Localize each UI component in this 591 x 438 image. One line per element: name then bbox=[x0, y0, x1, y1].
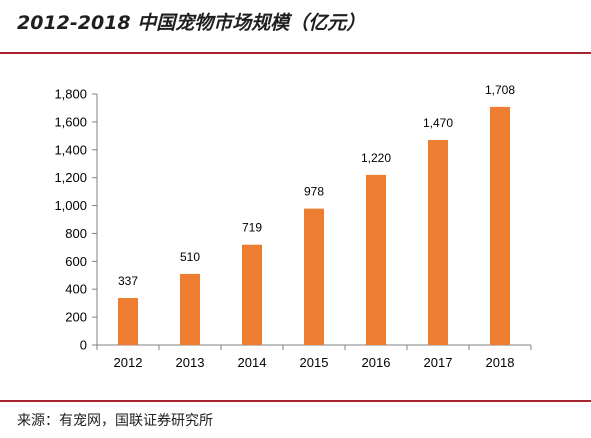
x-tick-label: 2013 bbox=[176, 355, 205, 370]
source-note: 来源：有宠网，国联证券研究所 bbox=[17, 413, 213, 429]
data-label-2016: 1,220 bbox=[361, 151, 391, 165]
data-label-2012: 337 bbox=[118, 274, 138, 288]
y-tick-label: 800 bbox=[65, 226, 87, 241]
title-divider bbox=[0, 52, 591, 54]
y-tick-label: 1,800 bbox=[54, 87, 87, 102]
x-tick-label: 2017 bbox=[424, 355, 453, 370]
bar-2017 bbox=[428, 140, 448, 345]
data-label-2017: 1,470 bbox=[423, 116, 453, 130]
data-label-2014: 719 bbox=[242, 221, 262, 235]
x-tick-label: 2014 bbox=[238, 355, 267, 370]
y-tick-label: 200 bbox=[65, 310, 87, 325]
x-axis: 2012 2013 2014 2015 2016 2017 2018 bbox=[96, 344, 532, 370]
data-label-2018: 1,708 bbox=[485, 83, 515, 97]
bar-chart: 0 200 400 600 800 1,000 1,200 1,400 1,600 1,800 2… bbox=[54, 83, 532, 370]
y-tick-label: 1,200 bbox=[54, 170, 87, 185]
x-tick-label: 2018 bbox=[486, 355, 515, 370]
y-tick-label: 400 bbox=[65, 282, 87, 297]
x-tick-label: 2015 bbox=[300, 355, 329, 370]
y-axis: 0 200 400 600 800 1,000 1,200 1,400 1,600 1,800 bbox=[54, 87, 98, 353]
data-label-2015: 978 bbox=[304, 185, 324, 199]
y-tick-label: 1,600 bbox=[54, 114, 87, 129]
y-tick-label: 1,400 bbox=[54, 142, 87, 157]
y-tick-label: 1,000 bbox=[54, 198, 87, 213]
y-tick-label: 0 bbox=[80, 338, 87, 353]
bar-2014 bbox=[242, 244, 262, 345]
data-labels-group: 337 510 719 978 1,220 1,470 1,708 bbox=[118, 83, 515, 288]
bars-group bbox=[118, 106, 510, 345]
source-divider bbox=[0, 400, 591, 402]
bar-2013 bbox=[180, 273, 200, 345]
y-tick-label: 600 bbox=[65, 254, 87, 269]
bar-2018 bbox=[490, 106, 510, 345]
chart-title: 2012-2018 中国宠物市场规模（亿元） bbox=[17, 12, 366, 34]
bar-2015 bbox=[304, 208, 324, 345]
x-tick-label: 2012 bbox=[114, 355, 143, 370]
bar-2016 bbox=[366, 174, 386, 345]
bar-2012 bbox=[118, 298, 138, 345]
data-label-2013: 510 bbox=[180, 250, 200, 264]
x-tick-label: 2016 bbox=[362, 355, 391, 370]
